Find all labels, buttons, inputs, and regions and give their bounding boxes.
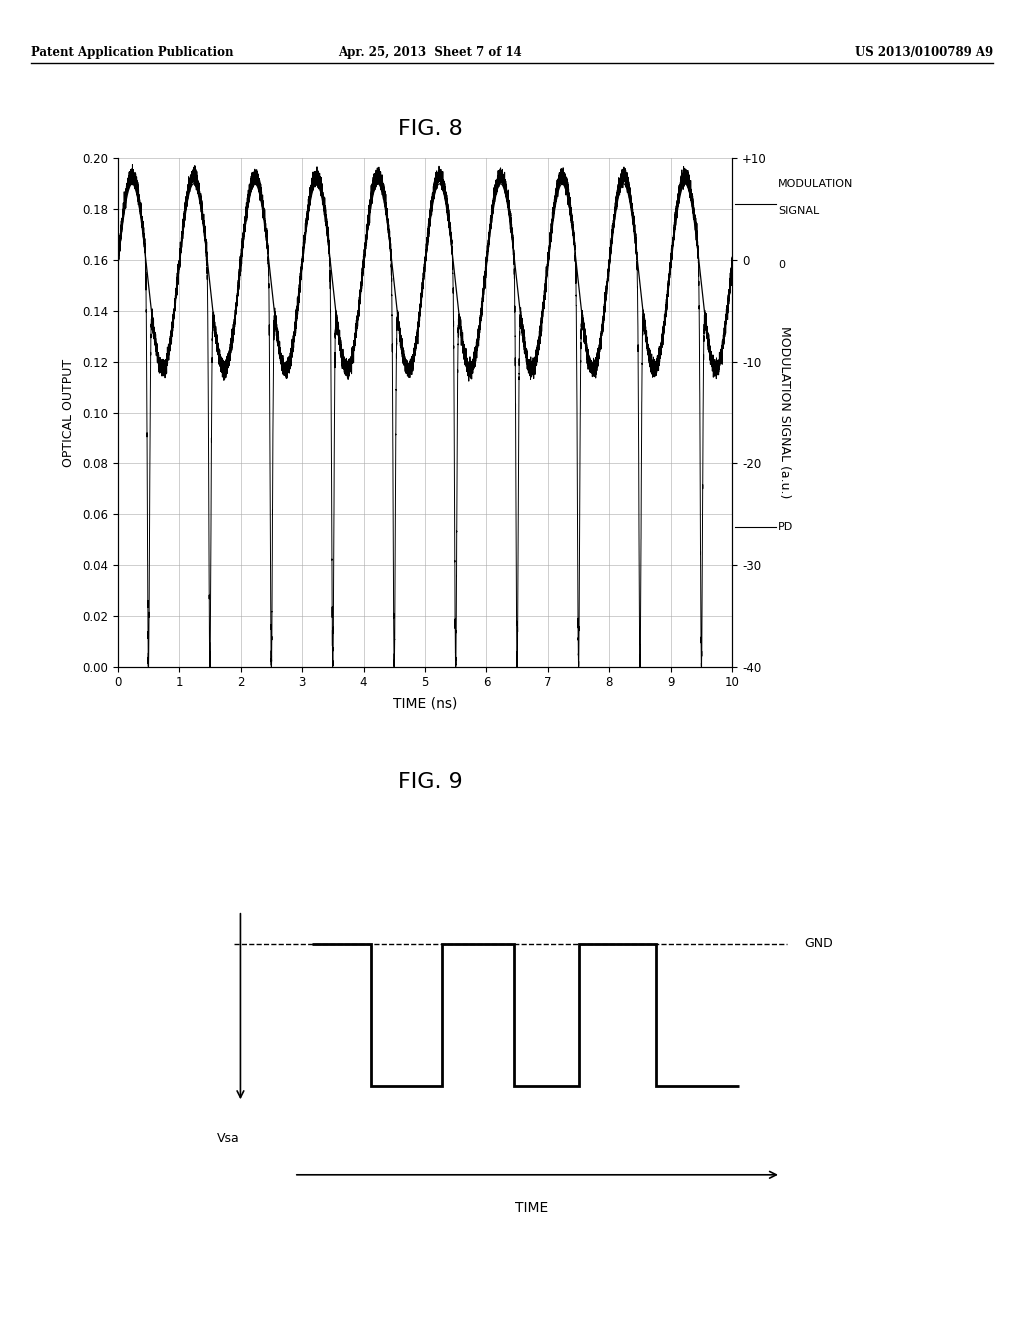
X-axis label: TIME (ns): TIME (ns): [393, 696, 457, 710]
Text: FIG. 8: FIG. 8: [397, 119, 463, 139]
Text: MODULATION: MODULATION: [778, 180, 854, 189]
Text: FIG. 9: FIG. 9: [397, 772, 463, 792]
Text: 0: 0: [778, 260, 785, 271]
Text: SIGNAL: SIGNAL: [778, 206, 819, 215]
Text: TIME: TIME: [515, 1201, 548, 1216]
Text: GND: GND: [805, 937, 834, 950]
Text: PD: PD: [778, 521, 794, 532]
Y-axis label: MODULATION SIGNAL (a.u.): MODULATION SIGNAL (a.u.): [778, 326, 791, 499]
Y-axis label: OPTICAL OUTPUT: OPTICAL OUTPUT: [62, 359, 75, 466]
Text: Vsa: Vsa: [217, 1133, 240, 1144]
Text: Apr. 25, 2013  Sheet 7 of 14: Apr. 25, 2013 Sheet 7 of 14: [338, 46, 522, 59]
Text: Patent Application Publication: Patent Application Publication: [31, 46, 233, 59]
Text: US 2013/0100789 A9: US 2013/0100789 A9: [855, 46, 993, 59]
